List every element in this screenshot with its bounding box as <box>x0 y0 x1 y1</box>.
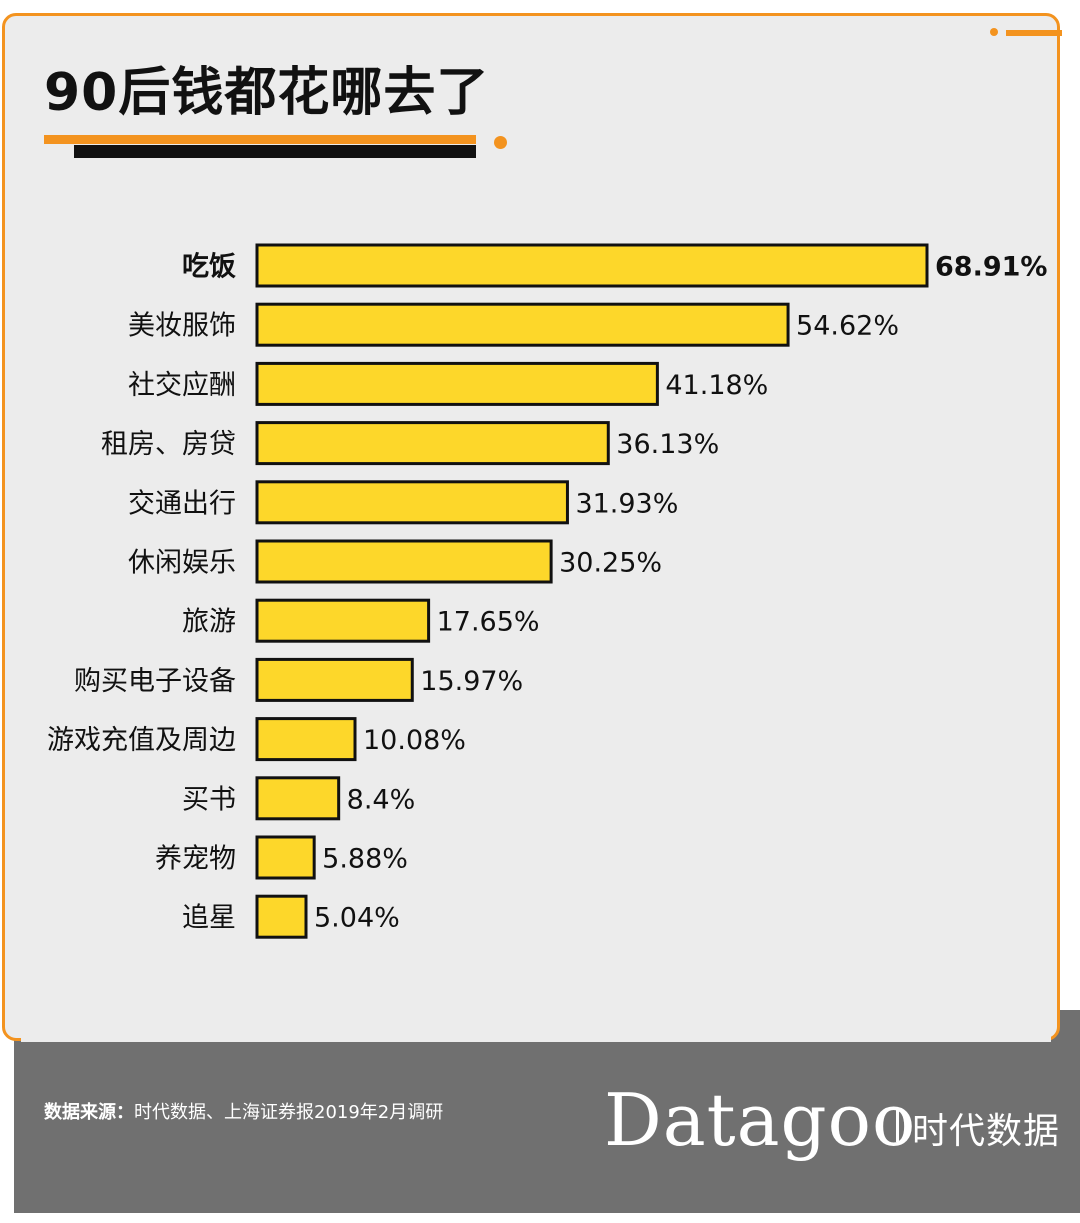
bar-2 <box>255 361 659 406</box>
title-underline-orange <box>44 135 476 144</box>
brand-divider <box>896 1108 899 1142</box>
bar-11 <box>255 894 308 939</box>
value-label-0: 68.91% <box>935 252 1047 283</box>
bar-10 <box>255 835 316 880</box>
title-underline-black <box>74 145 476 158</box>
category-label-0: 吃饭 <box>182 252 236 283</box>
bar-5 <box>255 539 553 584</box>
category-label-8: 游戏充值及周边 <box>47 725 236 756</box>
chart-card-inner <box>21 32 1051 1042</box>
bar-8 <box>255 717 357 762</box>
footer-background <box>14 1010 1080 1213</box>
value-label-4: 31.93% <box>575 488 678 519</box>
bar-0 <box>255 243 929 288</box>
value-label-10: 5.88% <box>322 844 408 875</box>
value-label-8: 10.08% <box>363 725 466 756</box>
bar-7 <box>255 657 414 702</box>
title-accent-dot <box>494 136 507 149</box>
value-label-3: 36.13% <box>616 429 719 460</box>
brand-subtitle: 时代数据 <box>912 1111 1061 1152</box>
bar-1 <box>255 302 790 347</box>
value-label-9: 8.4% <box>347 784 416 815</box>
value-label-5: 30.25% <box>559 548 662 579</box>
category-label-7: 购买电子设备 <box>74 666 236 697</box>
chart-title: 90后钱都花哪去了 <box>44 63 490 123</box>
category-label-1: 美妆服饰 <box>128 311 236 342</box>
value-label-11: 5.04% <box>314 903 400 934</box>
value-label-1: 54.62% <box>796 311 899 342</box>
bar-3 <box>255 421 610 466</box>
corner-accent-line <box>1006 30 1062 36</box>
category-label-6: 旅游 <box>182 607 236 638</box>
category-label-5: 休闲娱乐 <box>128 548 236 579</box>
source-label: 数据来源： <box>44 1102 134 1123</box>
category-label-2: 社交应酬 <box>128 370 236 401</box>
bar-chart: 吃饭 68.91% 美妆服饰 54.62% 社交应酬 41.18% 租房、房贷 36.13% 交… <box>47 243 1047 939</box>
category-label-11: 追星 <box>182 903 236 934</box>
bar-6 <box>255 598 431 643</box>
corner-accent-dot <box>990 28 998 36</box>
source-note: 数据来源：时代数据、上海证券报2019年2月调研 <box>44 1100 444 1126</box>
category-label-9: 买书 <box>182 784 236 815</box>
value-label-6: 17.65% <box>437 607 540 638</box>
category-label-10: 养宠物 <box>155 844 236 875</box>
bar-9 <box>255 776 341 821</box>
category-label-3: 租房、房贷 <box>101 429 236 460</box>
source-text: 时代数据、上海证券报2019年2月调研 <box>134 1102 444 1123</box>
bar-4 <box>255 480 569 525</box>
chart-card <box>2 13 1060 1042</box>
category-label-4: 交通出行 <box>128 488 236 519</box>
brand-logo: Datagoo <box>604 1078 917 1162</box>
value-label-7: 15.97% <box>420 666 523 697</box>
value-label-2: 41.18% <box>665 370 768 401</box>
